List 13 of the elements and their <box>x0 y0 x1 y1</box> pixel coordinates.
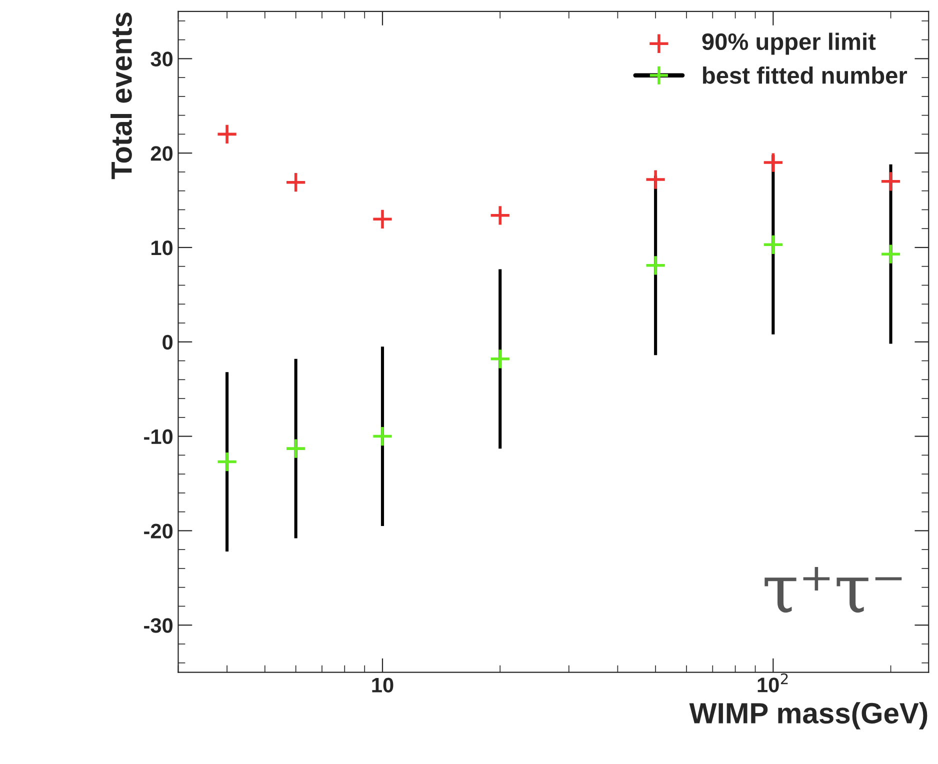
x-tick-label: 10$^{2}$ <box>758 673 788 692</box>
y-tick-label: 0 <box>162 334 173 350</box>
y-tick-label: -20 <box>144 524 173 538</box>
y-tick-label: 30 <box>150 52 173 66</box>
annotation: τ⁺τ⁻ <box>764 567 902 613</box>
legend-label: 90% upper limit <box>702 32 876 55</box>
x-axis-title: WIMP mass(GeV) <box>689 702 928 730</box>
y-tick-label: -30 <box>144 618 173 633</box>
y-tick-label: 20 <box>150 146 173 161</box>
y-tick-label: -10 <box>144 429 173 444</box>
y-tick-label: 10 <box>152 240 173 256</box>
y-axis-title: Total events <box>110 12 132 180</box>
legend-label: best fitted number <box>702 66 908 84</box>
